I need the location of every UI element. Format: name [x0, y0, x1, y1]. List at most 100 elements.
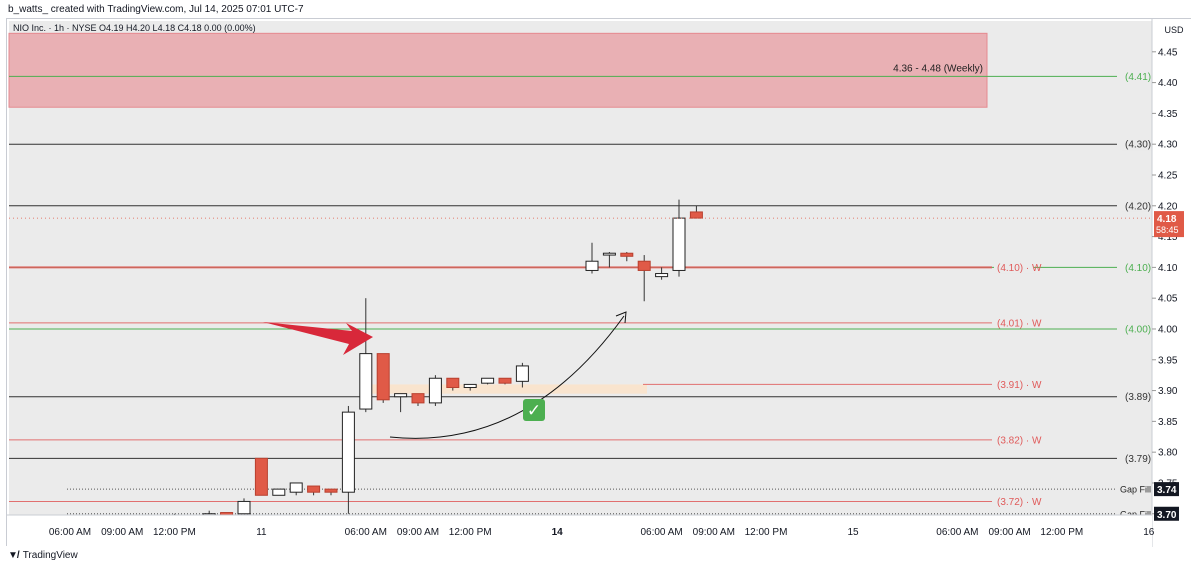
price-chart[interactable]: 4.36 - 4.48 (Weekly) (4.41) (4.30) (4.20) (4…	[7, 19, 1192, 547]
level-3-82-w-label: (3.82) · W	[997, 435, 1042, 446]
candle-bear	[254, 457, 268, 496]
x-tick-label: 09:00 AM	[397, 527, 439, 538]
level-3-82-w-label-bg	[994, 432, 1034, 446]
y-tick-label: 3.85	[1158, 417, 1178, 428]
supply-zone-label: 4.36 - 4.48 (Weekly)	[893, 63, 983, 74]
y-tick-label: 4.20	[1158, 201, 1178, 212]
level-4-30-label: (4.30)	[1125, 140, 1151, 151]
x-tick-label: 15	[847, 527, 859, 538]
gap-fill-3-70-badge	[1154, 506, 1179, 521]
candle-bull	[515, 365, 529, 382]
y-tick-label: 4.40	[1158, 78, 1178, 89]
candle-bull	[341, 411, 355, 493]
candle-bear	[411, 393, 425, 404]
level-4-41-label-bg	[1122, 69, 1154, 83]
x-tick-label: 09:00 AM	[101, 527, 143, 538]
y-tick-label: 4.05	[1158, 294, 1178, 305]
y-tick-label: 4.45	[1158, 47, 1178, 58]
countdown-text: 58:45	[1156, 225, 1179, 235]
candle-bear	[637, 260, 651, 271]
x-tick-label: 11	[256, 527, 267, 538]
level-4-10-w-label: (4.10) · W	[997, 263, 1042, 274]
current-price-badge	[1154, 211, 1184, 238]
x-tick-label: 12:00 PM	[1040, 527, 1083, 538]
candle-bull	[602, 252, 616, 256]
y-tick-label: 4.00	[1158, 324, 1178, 335]
level-4-20-label-bg	[1122, 198, 1154, 212]
supply-zone	[8, 32, 988, 108]
y-tick-label: 4.30	[1158, 140, 1178, 151]
level-3-72-w-label: (3.72) · W	[997, 497, 1042, 508]
x-tick-label: 16	[1143, 527, 1155, 538]
x-tick-label: 12:00 PM	[449, 527, 492, 538]
gap-fill-3-74-badge-text: 3.74	[1157, 485, 1177, 496]
gap-fill-3-74-label: Gap Fill	[1120, 485, 1151, 495]
level-4-10-label: (4.10)	[1125, 263, 1151, 274]
x-tick-label: 06:00 AM	[640, 527, 682, 538]
candle-bull	[655, 273, 669, 278]
gap-fill-3-70-label: Gap Fill	[1120, 509, 1151, 519]
candle-bear	[307, 485, 321, 493]
demand-zone	[365, 384, 647, 394]
candle-bull	[289, 482, 303, 493]
level-3-89-label: (3.89)	[1125, 392, 1151, 403]
candle-bull	[585, 260, 599, 271]
level-3-79-label: (3.79)	[1125, 454, 1151, 465]
level-4-00-label: (4.00)	[1125, 324, 1151, 335]
level-3-91-w-label: (3.91) · W	[997, 380, 1042, 391]
y-tick-label: 4.35	[1158, 109, 1178, 120]
candle-bull	[359, 353, 373, 410]
x-tick-label: 09:00 AM	[988, 527, 1030, 538]
candle-bull	[394, 393, 408, 398]
x-tick-label: 06:00 AM	[49, 527, 91, 538]
y-tick-label: 4.10	[1158, 263, 1178, 274]
candle-bull	[237, 500, 251, 515]
candle-bear	[376, 353, 390, 401]
level-3-72-w-label-bg	[994, 494, 1034, 508]
tradingview-footer: ▼/ TradingView	[8, 550, 78, 561]
x-tick-label: 12:00 PM	[745, 527, 788, 538]
y-tick-label: 3.80	[1158, 448, 1178, 459]
level-3-89-label-bg	[1122, 389, 1154, 403]
level-4-00-label-bg	[1122, 321, 1154, 335]
candle-bear	[498, 377, 512, 384]
candle-bull	[481, 377, 495, 384]
time-axis-bg	[7, 515, 1152, 547]
candle-bear	[689, 211, 703, 219]
candle-bull	[428, 377, 442, 404]
attribution-text: b_watts_ created with TradingView.com, J…	[8, 4, 304, 15]
level-3-79-label-bg	[1122, 451, 1154, 465]
level-4-01-w-label: (4.01) · W	[997, 318, 1042, 329]
currency-label: USD	[1164, 25, 1184, 35]
x-tick-label: 12:00 PM	[153, 527, 196, 538]
candle-bull	[672, 217, 686, 271]
level-4-01-w-label-bg	[994, 315, 1034, 329]
symbol-info-text: NIO Inc. · 1h · NYSE O4.19 H4.20 L4.18 C…	[13, 23, 256, 33]
curved-arrow-head	[615, 311, 627, 324]
price-axis-bg	[1152, 19, 1192, 547]
red-arrow-annotation	[263, 322, 373, 355]
y-tick-label: 3.90	[1158, 386, 1178, 397]
checkmark-icon: ✓	[527, 401, 541, 421]
level-4-30-label-bg	[1122, 137, 1154, 151]
chart-panel[interactable]: 4.36 - 4.48 (Weekly) (4.41) (4.30) (4.20) (4…	[6, 18, 1192, 547]
level-4-10-w-label-bg	[994, 260, 1034, 274]
x-tick-label: 06:00 AM	[936, 527, 978, 538]
candle-bull	[463, 383, 477, 388]
level-4-41-label: (4.41)	[1125, 72, 1151, 83]
tradingview-logo-icon: ▼/	[8, 550, 20, 561]
current-price-text: 4.18	[1157, 214, 1177, 225]
checkmark-badge	[523, 399, 545, 421]
x-tick-label: 06:00 AM	[345, 527, 387, 538]
curved-arrow-annotation	[389, 315, 625, 439]
gap-fill-3-74-badge	[1154, 482, 1179, 497]
x-tick-label: 09:00 AM	[693, 527, 735, 538]
level-4-20-label: (4.20)	[1125, 201, 1151, 212]
gap-fill-3-70-badge-text: 3.70	[1157, 510, 1177, 521]
tradingview-brand: TradingView	[22, 550, 78, 561]
candle-bear	[324, 488, 338, 493]
level-3-91-w-label-bg	[994, 377, 1034, 391]
level-4-10-label-bg	[1122, 260, 1154, 274]
y-tick-label: 4.25	[1158, 170, 1178, 181]
y-tick-label: 3.95	[1158, 355, 1178, 366]
